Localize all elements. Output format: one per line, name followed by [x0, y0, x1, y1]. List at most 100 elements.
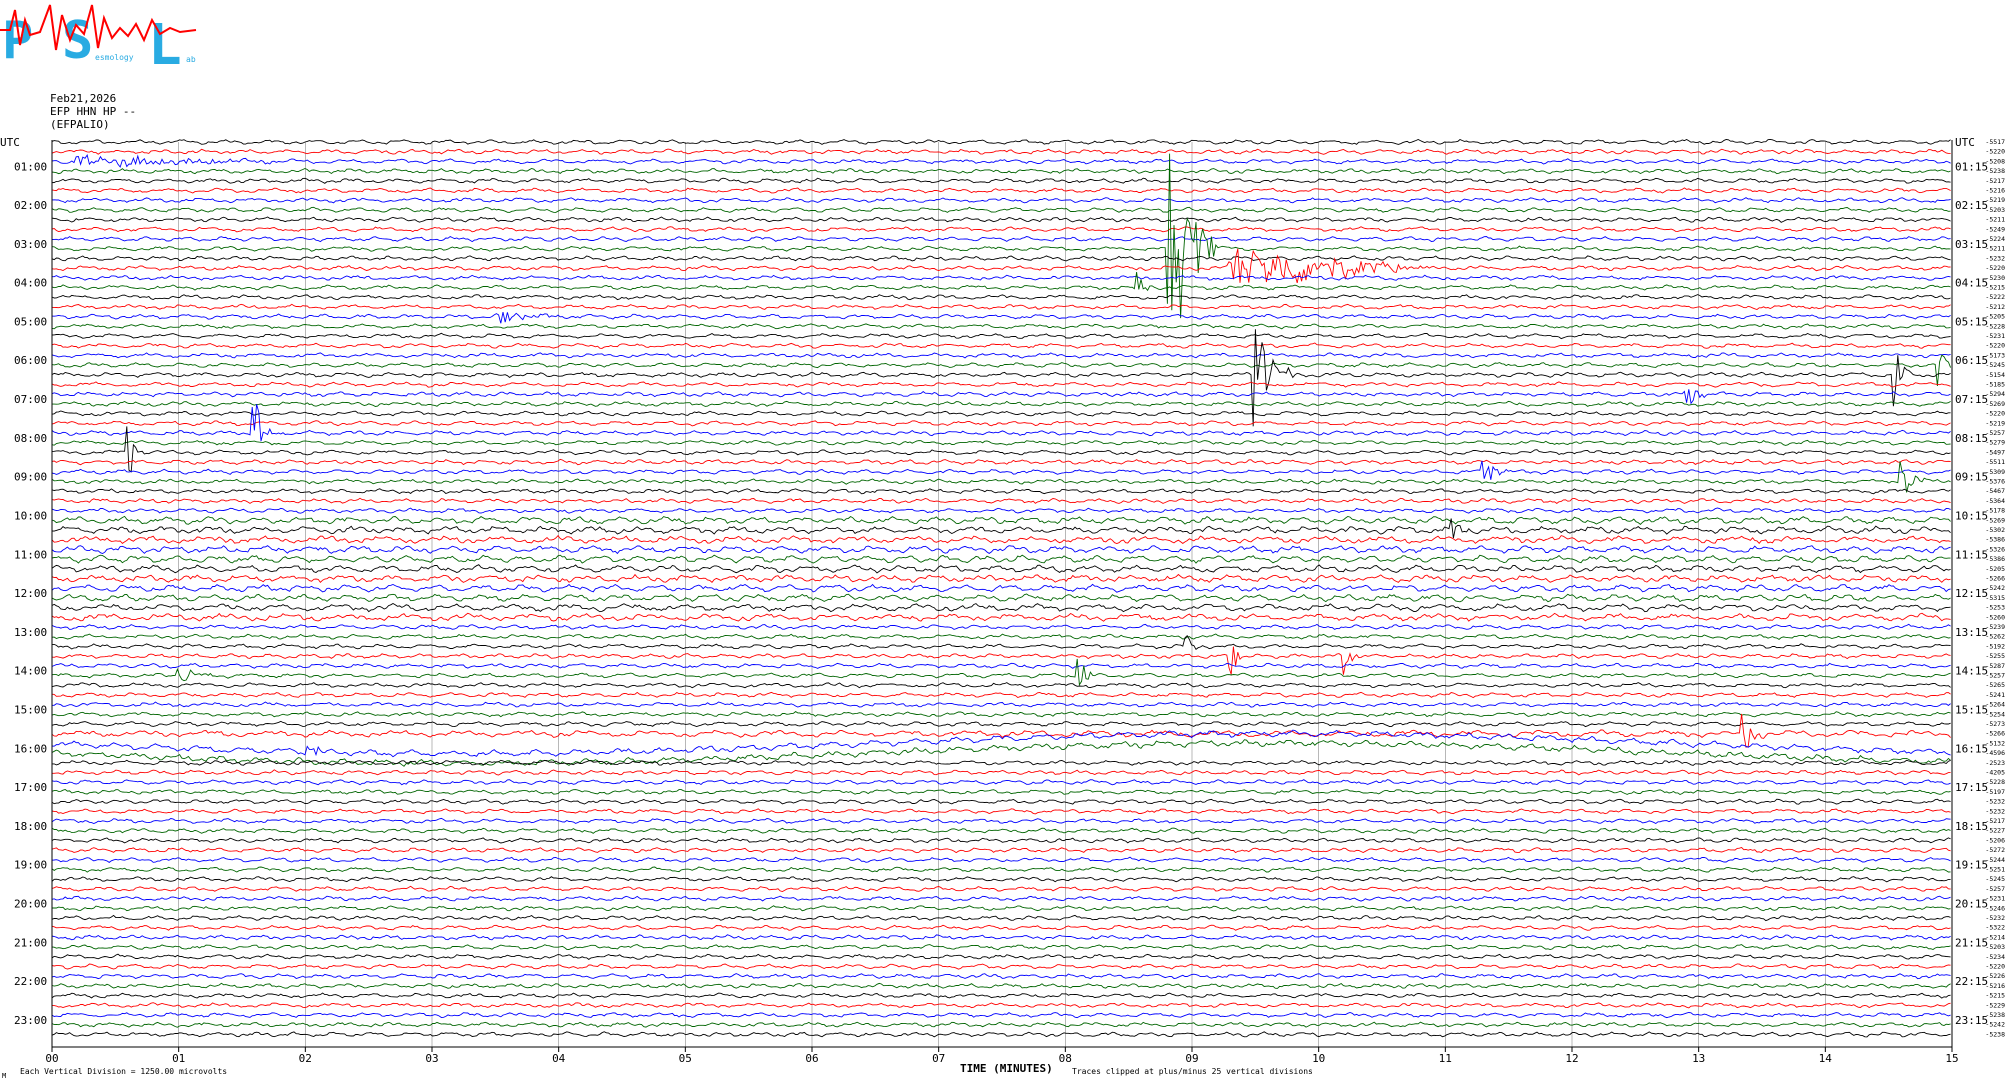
- right-hour-label: 22:15: [1955, 975, 1988, 988]
- x-axis-label: TIME (MINUTES): [960, 1062, 1053, 1075]
- trace-layer: [51, 138, 1952, 1038]
- x-tick-label: 03: [425, 1052, 438, 1065]
- trace-row-53: [51, 646, 1951, 675]
- left-hour-label: 02:00: [14, 199, 47, 212]
- right-trace-value: -5227: [1985, 827, 2005, 835]
- right-trace-value: -5272: [1985, 846, 2005, 854]
- right-trace-value: -5219: [1985, 196, 2005, 204]
- left-hour-label: 15:00: [14, 704, 47, 717]
- right-trace-value: -5364: [1985, 497, 2005, 505]
- trace-row-24: [51, 329, 1951, 427]
- trace-row-88: [51, 992, 1951, 999]
- trace-row-30: [51, 404, 1951, 442]
- left-hour-label: 05:00: [14, 315, 47, 328]
- footer-right-note: Traces clipped at plus/minus 25 vertical…: [1072, 1067, 1313, 1076]
- right-hour-label: 08:15: [1955, 432, 1988, 445]
- trace-row-86: [51, 973, 1951, 980]
- right-trace-value: -5253: [1985, 604, 2005, 612]
- trace-row-39: [51, 515, 1951, 526]
- x-tick-label: 08: [1059, 1052, 1072, 1065]
- right-trace-value: -5238: [1985, 1030, 2005, 1038]
- left-hour-label: 08:00: [14, 432, 47, 445]
- right-trace-value: -5315: [1985, 594, 2005, 602]
- trace-row-89: [52, 1002, 1951, 1009]
- left-hour-label: 09:00: [14, 471, 47, 484]
- trace-row-67: [51, 789, 1951, 796]
- right-hour-label: 01:15: [1955, 160, 1988, 173]
- trace-row-45: [51, 573, 1951, 583]
- right-trace-value: -5211: [1985, 245, 2005, 253]
- right-hour-label: 02:15: [1955, 199, 1988, 212]
- trace-row-32: [51, 426, 1951, 473]
- trace-row-50: [51, 623, 1951, 630]
- trace-row-12: [51, 255, 1951, 262]
- right-trace-value: -5245: [1985, 361, 2005, 369]
- trace-row-17: [51, 303, 1951, 311]
- trace-row-71: [51, 827, 1951, 834]
- trace-row-64: [52, 759, 1951, 766]
- right-trace-value: -5203: [1985, 943, 2005, 951]
- trace-row-48: [51, 602, 1951, 613]
- right-trace-value: -5222: [1985, 293, 2005, 301]
- trace-row-1: [51, 148, 1951, 155]
- right-trace-value: -5511: [1985, 458, 2005, 466]
- x-tick-label: 12: [1565, 1052, 1578, 1065]
- trace-row-73: [51, 846, 1951, 854]
- trace-row-59: [51, 711, 1951, 718]
- right-trace-value: -5215: [1985, 284, 2005, 292]
- right-trace-value: -2523: [1985, 759, 2005, 767]
- right-trace-value: -5205: [1985, 565, 2005, 573]
- right-trace-value: -5242: [1985, 584, 2005, 592]
- trace-row-7: [51, 206, 1951, 213]
- left-hour-label: 16:00: [14, 742, 47, 755]
- right-trace-value: -5230: [1985, 274, 2005, 282]
- right-trace-value: -5215: [1985, 992, 2005, 1000]
- right-trace-value: -5211: [1985, 216, 2005, 224]
- logo-word-lab: ab: [186, 55, 196, 64]
- x-tick-label: 04: [552, 1052, 566, 1065]
- trace-row-23: [51, 354, 1952, 386]
- right-hour-label: 14:15: [1955, 665, 1988, 678]
- right-trace-value: -5238: [1985, 1011, 2005, 1019]
- trace-row-34: [51, 460, 1951, 480]
- trace-row-52: [52, 634, 1951, 650]
- right-trace-value: -5266: [1985, 575, 2005, 583]
- right-trace-value: -5178: [1985, 507, 2005, 515]
- trace-row-84: [51, 953, 1951, 960]
- right-trace-value: -5205: [1985, 313, 2005, 321]
- right-trace-value: -5217: [1985, 177, 2005, 185]
- right-trace-value: -5302: [1985, 526, 2005, 534]
- right-trace-value: -5322: [1985, 924, 2005, 932]
- right-trace-value: -5220: [1985, 342, 2005, 350]
- trace-row-81: [51, 924, 1951, 931]
- right-trace-value: -5386: [1985, 555, 2005, 563]
- right-trace-value: -5266: [1985, 730, 2005, 738]
- right-trace-value: -5206: [1985, 836, 2005, 844]
- right-hour-label: 21:15: [1955, 936, 1988, 949]
- left-hour-label: 22:00: [14, 975, 47, 988]
- left-hour-label: 06:00: [14, 354, 47, 367]
- x-tick-label: 09: [1185, 1052, 1198, 1065]
- right-trace-value: -5197: [1985, 788, 2005, 796]
- left-hour-label: 21:00: [14, 936, 47, 949]
- trace-row-58: [52, 701, 1951, 708]
- right-trace-value: -5273: [1985, 720, 2005, 728]
- right-trace-value: -5226: [1985, 972, 2005, 980]
- corner-mark: M: [2, 1072, 6, 1080]
- trace-row-82: [51, 934, 1951, 941]
- trace-row-61: [51, 713, 1951, 748]
- right-trace-value: -5234: [1985, 953, 2005, 961]
- right-trace-value: -5231: [1985, 332, 2005, 340]
- right-trace-value: -5269: [1985, 400, 2005, 408]
- right-trace-value: -5232: [1985, 914, 2005, 922]
- trace-row-57: [51, 691, 1951, 699]
- right-trace-value: -5217: [1985, 817, 2005, 825]
- left-hour-label: 23:00: [14, 1014, 47, 1027]
- right-hour-label: 11:15: [1955, 548, 1988, 561]
- right-hour-label: 23:15: [1955, 1014, 1988, 1027]
- trace-row-60: [51, 720, 1951, 728]
- logo-word-seismology: esmology: [95, 53, 134, 62]
- right-trace-value: -5309: [1985, 468, 2005, 476]
- header-station: (EFPALIO): [50, 118, 110, 131]
- header-date: Feb21,2026: [50, 92, 116, 105]
